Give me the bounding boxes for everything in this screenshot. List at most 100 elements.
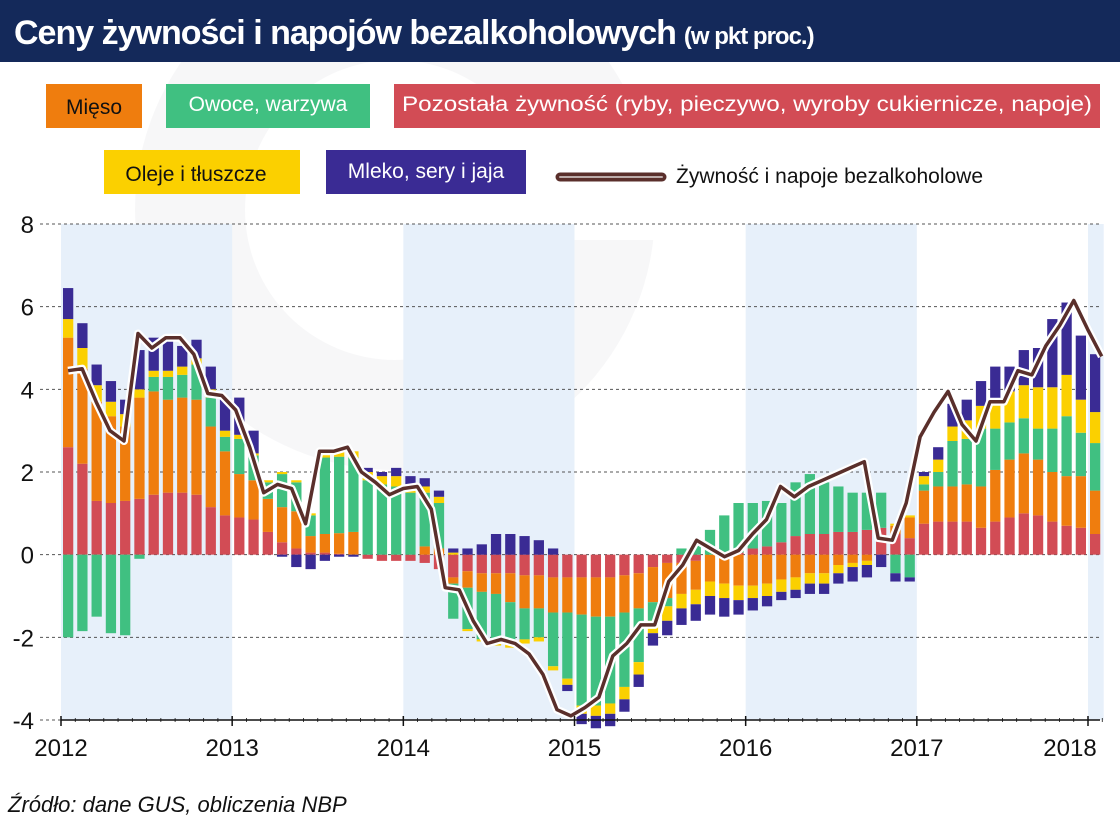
bar-pozostala-2013-01 (234, 517, 245, 555)
bar-mleko-2012-04 (105, 381, 117, 402)
bar-mleko-2013-09 (348, 554, 359, 557)
bar-owoce-2014-06 (476, 591, 487, 640)
bar-oleje-2016-09 (861, 560, 873, 565)
bar-mleko-2017-04 (961, 399, 972, 421)
bar-pozostala-2012-07 (148, 494, 159, 555)
bar-pozostala-2014-11 (547, 554, 559, 578)
bar-pozostala-2013-11 (376, 554, 388, 561)
bar-mieso-2013-09 (348, 531, 359, 555)
bar-oleje-2013-01 (234, 434, 245, 439)
bar-mleko-2012-08 (162, 339, 174, 371)
bar-owoce-2016-08 (847, 492, 858, 532)
bar-mieso-2012-03 (91, 401, 102, 501)
bar-mieso-2012-02 (77, 368, 88, 464)
y-tick-label: -2 (13, 625, 34, 652)
bar-pozostala-2014-06 (476, 554, 487, 574)
bar-mieso-2017-04 (961, 484, 972, 522)
bar-mleko-2017-05 (975, 381, 987, 406)
bar-owoce-2018-01 (1089, 443, 1101, 491)
bar-owoce-2014-09 (519, 608, 530, 640)
bar-mieso-2014-08 (505, 573, 516, 603)
legend-swatch-pozostala (394, 84, 1100, 128)
bar-owoce-2012-07 (148, 376, 159, 392)
bar-mieso-2012-07 (148, 391, 159, 495)
bar-oleje-2012-08 (162, 370, 174, 377)
bar-mieso-2013-07 (319, 534, 331, 553)
bar-mleko-2015-12 (733, 600, 744, 615)
bar-mieso-2013-02 (248, 480, 259, 520)
bar-mieso-2013-08 (334, 533, 345, 554)
bar-mleko-2017-12 (1075, 335, 1087, 400)
bar-oleje-2014-09 (519, 639, 530, 644)
total-line (67, 296, 1106, 720)
bar-mieso-2017-05 (975, 486, 987, 528)
bar-pozostala-2013-12 (391, 554, 402, 561)
bar-owoce-2014-04 (448, 583, 459, 619)
bar-mieso-2016-04 (790, 554, 801, 578)
bar-mleko-2012-02 (77, 323, 88, 348)
bar-mleko-2016-11 (890, 573, 901, 582)
bar-owoce-2016-04 (790, 482, 801, 537)
header-bar (0, 0, 1120, 62)
bar-mleko-2014-04 (448, 548, 459, 553)
legend-label-mleko: Mleko, sery i jaja (348, 160, 505, 183)
bar-mieso-2014-07 (490, 573, 502, 594)
bar-mieso-2012-04 (105, 416, 117, 503)
bar-owoce-2013-11 (376, 484, 388, 555)
bar-owoce-2015-07 (662, 598, 673, 607)
bar-owoce-2016-09 (861, 492, 873, 530)
bar-pozostala-2015-03 (605, 554, 616, 578)
bar-mleko-2012-06 (134, 350, 145, 390)
bar-pozostala-2014-04 (448, 554, 459, 578)
bar-owoce-2014-03 (433, 503, 445, 549)
bar-owoce-2012-10 (191, 364, 202, 400)
bar-mieso-2013-01 (234, 474, 245, 518)
bar-pozostala-2012-06 (134, 498, 145, 555)
bar-mieso-2017-03 (947, 486, 958, 522)
bar-owoce-2015-08 (676, 548, 687, 555)
bar-owoce-2016-12 (904, 554, 915, 578)
bar-mieso-2016-06 (818, 554, 830, 574)
bar-owoce-2015-05 (633, 608, 644, 663)
bar-pozostala-2016-09 (861, 529, 873, 555)
bar-owoce-2016-05 (804, 474, 815, 534)
bar-pozostala-2012-11 (205, 507, 216, 555)
bar-owoce-2017-08 (1018, 418, 1029, 454)
bar-mleko-2013-11 (376, 472, 388, 477)
bar-mieso-2017-10 (1047, 472, 1058, 522)
bar-owoce-2015-06 (647, 602, 659, 621)
bar-mieso-2014-10 (533, 575, 544, 609)
bar-oleje-2018-01 (1089, 412, 1101, 444)
bar-mieso-2017-07 (1004, 459, 1015, 518)
bar-mleko-2012-12 (219, 399, 231, 431)
bar-pozostala-2017-08 (1018, 513, 1029, 555)
bar-mieso-2017-09 (1032, 459, 1044, 516)
legend-swatch-mleko (326, 150, 526, 194)
bar-mleko-2013-10 (362, 467, 373, 472)
bar-owoce-2015-10 (704, 529, 716, 555)
bar-mieso-2012-10 (191, 399, 202, 495)
legend-swatch-oleje (104, 150, 300, 194)
bar-oleje-2012-02 (77, 348, 88, 369)
bar-pozostala-2016-07 (833, 531, 844, 555)
bar-oleje-2015-10 (704, 581, 716, 596)
bar-mleko-2013-05 (291, 554, 302, 568)
y-tick-label: 2 (21, 460, 34, 487)
bar-oleje-2012-12 (219, 430, 231, 437)
bar-mleko-2013-07 (319, 554, 331, 561)
bar-pozostala-2016-03 (776, 542, 787, 555)
bar-pozostala-2017-02 (933, 521, 944, 555)
bar-mieso-2016-01 (747, 554, 758, 586)
bar-owoce-2014-01 (405, 492, 416, 555)
bar-owoce-2014-08 (505, 602, 516, 644)
bar-oleje-2016-05 (804, 573, 815, 584)
bar-mieso-2012-11 (205, 426, 216, 508)
bar-pozostala-2015-08 (676, 554, 687, 563)
bar-owoce-2013-07 (319, 457, 331, 534)
bar-mleko-2013-02 (248, 430, 259, 454)
bar-oleje-2016-06 (818, 573, 830, 584)
bar-owoce-2017-03 (947, 441, 958, 487)
bar-pozostala-2017-05 (975, 527, 987, 555)
bar-owoce-2014-10 (533, 608, 544, 638)
